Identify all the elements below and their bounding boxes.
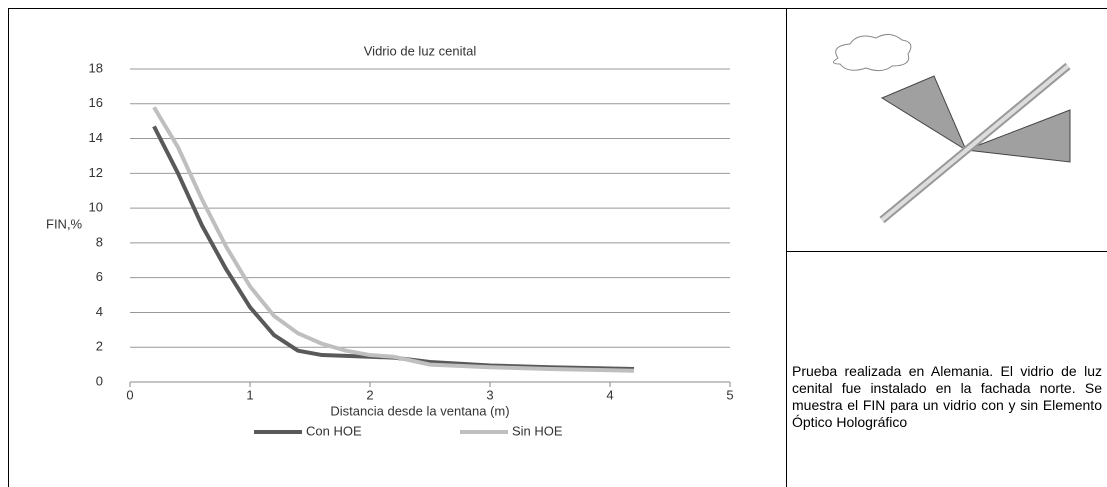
y-tick-label: 8 xyxy=(96,234,103,249)
caption: Prueba realizada en Alemania. El vidrio … xyxy=(792,363,1102,430)
series-line xyxy=(152,106,635,373)
x-tick-label: 2 xyxy=(366,387,373,402)
table-borders xyxy=(8,8,1107,487)
y-axis-label: FIN,% xyxy=(46,216,83,231)
x-tick-label: 0 xyxy=(126,387,133,402)
y-tick-label: 4 xyxy=(96,304,103,319)
y-tick-label: 0 xyxy=(96,373,103,388)
illustration xyxy=(833,34,1071,224)
y-tick-label: 12 xyxy=(89,165,103,180)
y-tick-label: 14 xyxy=(89,130,103,145)
y-tick-label: 16 xyxy=(89,95,103,110)
y-tick-label: 6 xyxy=(96,269,103,284)
x-tick-label: 1 xyxy=(246,387,253,402)
legend-label: Con HOE xyxy=(306,423,362,438)
chart-title: Vidrio de luz cenital xyxy=(364,43,477,58)
x-tick-label: 5 xyxy=(726,387,733,402)
x-tick-label: 3 xyxy=(486,387,493,402)
series-line xyxy=(152,125,635,371)
x-axis-label: Distancia desde la ventana (m) xyxy=(330,403,509,418)
legend-label: Sin HOE xyxy=(512,423,563,438)
y-tick-label: 10 xyxy=(89,200,103,215)
y-tick-label: 2 xyxy=(96,339,103,354)
y-tick-label: 18 xyxy=(89,60,103,75)
x-tick-label: 4 xyxy=(606,387,613,402)
